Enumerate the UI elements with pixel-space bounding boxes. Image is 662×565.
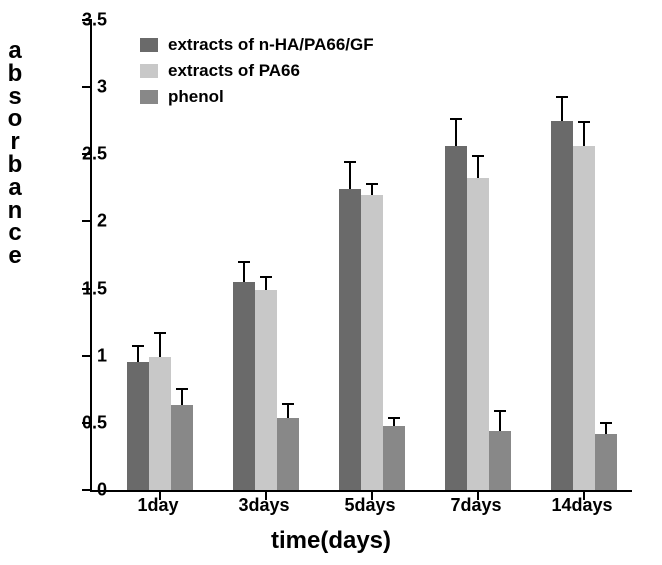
legend-label: extracts of PA66 — [168, 61, 300, 81]
legend-label: phenol — [168, 87, 224, 107]
error-cap — [282, 403, 294, 405]
legend-item: phenol — [140, 87, 374, 107]
error-bar — [393, 418, 395, 426]
error-cap — [238, 261, 250, 263]
error-cap — [260, 276, 272, 278]
bar — [277, 418, 299, 491]
legend-swatch — [140, 64, 158, 78]
x-tick-label: 1day — [137, 495, 178, 516]
error-cap — [176, 388, 188, 390]
y-tick-label: 3.5 — [82, 10, 107, 31]
bar — [467, 178, 489, 490]
bar — [361, 195, 383, 490]
bar — [233, 282, 255, 490]
legend: extracts of n-HA/PA66/GF extracts of PA66… — [140, 35, 374, 113]
bar — [595, 434, 617, 490]
x-tick-label: 3days — [238, 495, 289, 516]
y-axis-label: absorbance — [5, 40, 35, 268]
legend-item: extracts of PA66 — [140, 61, 374, 81]
legend-label: extracts of n-HA/PA66/GF — [168, 35, 374, 55]
error-bar — [159, 333, 161, 357]
error-cap — [578, 121, 590, 123]
bar — [383, 426, 405, 490]
error-bar — [561, 97, 563, 121]
chart-container: absorbance extracts of n-HA/PA66/GFextra… — [0, 0, 662, 565]
error-bar — [455, 119, 457, 146]
bar — [573, 146, 595, 490]
bar — [171, 405, 193, 490]
x-tick-label: 7days — [450, 495, 501, 516]
y-tick — [82, 220, 92, 222]
x-tick-label: 5days — [344, 495, 395, 516]
error-bar — [265, 277, 267, 290]
bar — [445, 146, 467, 490]
error-bar — [137, 346, 139, 362]
y-tick-label: 0 — [97, 480, 107, 501]
y-tick-label: 0.5 — [82, 412, 107, 433]
error-cap — [600, 422, 612, 424]
legend-swatch — [140, 90, 158, 104]
error-cap — [472, 155, 484, 157]
x-axis-label: time(days) — [271, 527, 391, 555]
legend-item: extracts of n-HA/PA66/GF — [140, 35, 374, 55]
error-bar — [477, 156, 479, 179]
error-cap — [494, 410, 506, 412]
error-bar — [243, 262, 245, 282]
bar — [551, 121, 573, 490]
y-tick-label: 1.5 — [82, 278, 107, 299]
error-cap — [366, 183, 378, 185]
bar — [489, 431, 511, 490]
y-tick — [82, 355, 92, 357]
error-bar — [583, 122, 585, 146]
error-bar — [181, 389, 183, 405]
y-tick — [82, 86, 92, 88]
error-cap — [556, 96, 568, 98]
error-cap — [132, 345, 144, 347]
bar — [255, 290, 277, 490]
bar — [149, 357, 171, 490]
error-bar — [287, 404, 289, 417]
error-cap — [154, 332, 166, 334]
y-tick — [82, 489, 92, 491]
bar — [127, 362, 149, 490]
bar — [339, 189, 361, 490]
legend-swatch — [140, 38, 158, 52]
error-cap — [450, 118, 462, 120]
error-bar — [499, 411, 501, 431]
error-cap — [388, 417, 400, 419]
y-tick-label: 1 — [97, 345, 107, 366]
y-tick-label: 3 — [97, 77, 107, 98]
error-bar — [371, 184, 373, 195]
x-tick-label: 14days — [551, 495, 612, 516]
error-cap — [344, 161, 356, 163]
y-tick-label: 2 — [97, 211, 107, 232]
y-tick-label: 2.5 — [82, 144, 107, 165]
error-bar — [349, 162, 351, 189]
error-bar — [605, 423, 607, 434]
